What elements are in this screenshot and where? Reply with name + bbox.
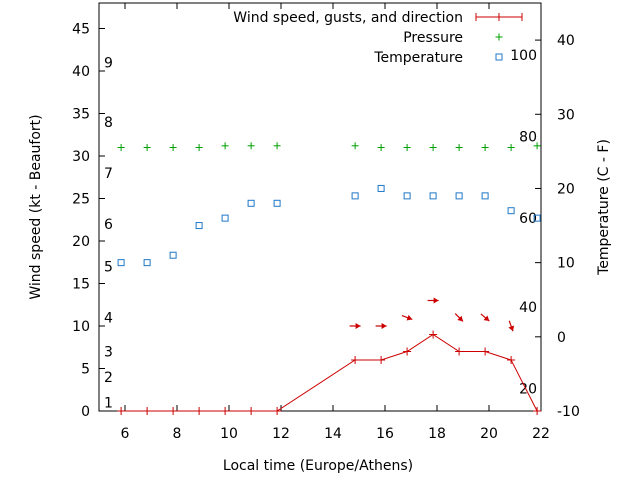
- y-axis-label: Wind speed (kt - Beaufort): [28, 114, 44, 299]
- legend-item: Pressure: [403, 30, 503, 46]
- temperature-point: [507, 207, 515, 215]
- fahrenheit-label: 40: [519, 300, 537, 316]
- y2-tick-label: 0: [557, 330, 566, 346]
- wind-speed-line: [121, 333, 538, 412]
- wind-arrow: [454, 313, 464, 322]
- beaufort-label: 4: [104, 311, 113, 327]
- y2-tick-label: 30: [557, 107, 575, 123]
- legend-item: Temperature: [373, 50, 503, 66]
- legend-label: Pressure: [403, 30, 463, 46]
- y-tick-label: 25: [72, 192, 90, 208]
- y-tick-label: 10: [72, 319, 90, 335]
- y2-axis-label: Temperature (C - F): [596, 139, 612, 276]
- wind-arrow: [480, 313, 490, 322]
- legend-item: Wind speed, gusts, and direction: [233, 10, 523, 26]
- wind-arrow-head: [381, 323, 387, 329]
- wind-arrow: [349, 323, 361, 329]
- series: [117, 142, 542, 415]
- fahrenheit-label: 60: [519, 211, 537, 227]
- fahrenheit-label: 100: [510, 48, 537, 64]
- temperature-point: [143, 259, 151, 267]
- x-tick-label: 22: [532, 426, 550, 442]
- x-tick-label: 16: [376, 426, 394, 442]
- y-tick-label: 15: [72, 277, 90, 293]
- beaufort-label: 7: [104, 166, 113, 182]
- legend-label: Wind speed, gusts, and direction: [233, 10, 463, 26]
- beaufort-label: 6: [104, 217, 113, 233]
- temperature-point: [221, 214, 229, 222]
- wind-arrow: [375, 323, 387, 329]
- temperature-point: [377, 184, 385, 192]
- beaufort-label: 9: [104, 56, 113, 72]
- wind-arrow-head: [406, 314, 413, 321]
- y2-tick-label: 20: [557, 181, 575, 197]
- fahrenheit-label: 80: [519, 130, 537, 146]
- x-tick-label: 6: [121, 426, 130, 442]
- y-tick-label: 0: [81, 404, 90, 420]
- temperature-point: [247, 199, 255, 207]
- wind-direction-arrows: [349, 297, 515, 332]
- legend-label: Temperature: [373, 50, 463, 66]
- y2-tick-label: 40: [557, 33, 575, 49]
- x-tick-label: 12: [272, 426, 290, 442]
- beaufort-label: 1: [104, 396, 113, 412]
- x-tick-label: 8: [173, 426, 182, 442]
- y2-tick-label: -10: [557, 404, 580, 420]
- beaufort-label: 2: [104, 370, 113, 386]
- wind-arrow: [427, 297, 439, 304]
- temperature-point: [481, 192, 489, 200]
- y-tick-label: 45: [72, 22, 90, 38]
- axes: 6 8 10 12 14 16 18 20 22051015202530354045-10010…: [72, 2, 580, 442]
- wind-arrow: [508, 320, 515, 332]
- legend: Wind speed, gusts, and direction Pressure…: [233, 10, 523, 66]
- wind-arrow-head: [355, 323, 361, 329]
- y-tick-label: 35: [72, 107, 90, 123]
- y-tick-label: 30: [72, 149, 90, 165]
- temperature-point: [455, 192, 463, 200]
- wind-arrow-head: [483, 315, 490, 322]
- fahrenheit-label: 20: [519, 382, 537, 398]
- legend-swatch-marker: [495, 53, 503, 61]
- temperature-point: [195, 222, 203, 230]
- wind-arrow-head: [457, 315, 463, 322]
- temperature-point: [169, 251, 177, 259]
- beaufort-label: 5: [104, 260, 113, 276]
- y-tick-label: 5: [81, 362, 90, 378]
- series-0: [117, 330, 542, 415]
- series-2: [117, 184, 541, 267]
- wind-arrow: [401, 314, 413, 321]
- temperature-point: [273, 199, 281, 207]
- wind-arrow-head: [433, 297, 439, 304]
- plot-frame: [98, 2, 542, 412]
- temperature-point: [533, 214, 541, 222]
- x-tick-label: 10: [220, 426, 238, 442]
- series-1: [117, 142, 541, 151]
- x-axis-label: Local time (Europe/Athens): [223, 458, 413, 474]
- y-tick-label: 20: [72, 234, 90, 250]
- x-tick-label: 20: [480, 426, 498, 442]
- x-tick-label: 18: [428, 426, 446, 442]
- y-tick-label: 40: [72, 64, 90, 80]
- temperature-point: [429, 192, 437, 200]
- temperature-point: [117, 259, 125, 267]
- beaufort-label: 8: [104, 115, 113, 131]
- x-tick-label: 14: [324, 426, 342, 442]
- temperature-point: [403, 192, 411, 200]
- y2-tick-label: 10: [557, 256, 575, 272]
- beaufort-label: 3: [104, 345, 113, 361]
- wind-arrow-head: [508, 325, 515, 332]
- temperature-point: [351, 192, 359, 200]
